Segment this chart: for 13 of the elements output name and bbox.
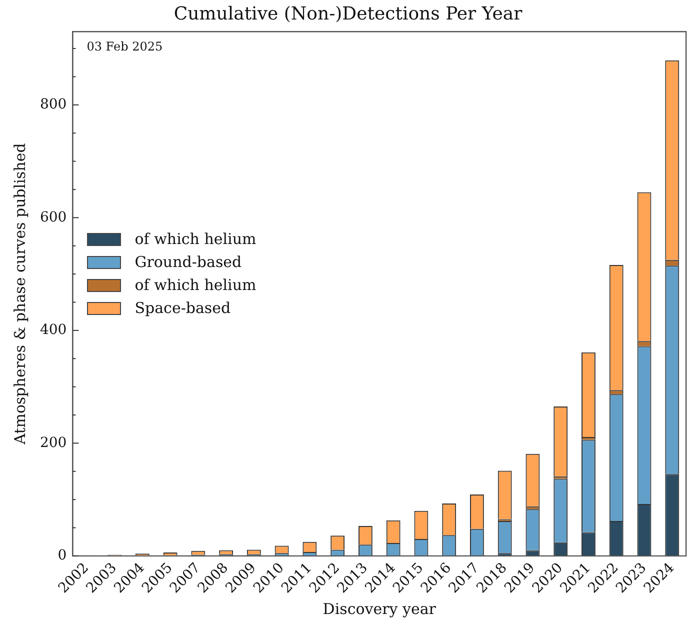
y-tick-label: 0 <box>58 548 67 564</box>
chart-title: Cumulative (Non-)Detections Per Year <box>174 3 523 24</box>
y-tick-label: 200 <box>40 434 67 451</box>
y-axis-title: Atmospheres & phase curves published <box>10 142 29 446</box>
y-tick-label: 600 <box>40 209 67 226</box>
y-tick-label: 400 <box>40 322 67 338</box>
legend-label: of which helium <box>134 230 256 248</box>
y-tick-label: 800 <box>40 96 67 113</box>
legend-label: of which helium <box>134 276 256 294</box>
x-axis-title: Discovery year <box>322 600 437 618</box>
legend-label: Ground-based <box>134 253 242 272</box>
legend-label: Space-based <box>134 299 231 318</box>
annotation: 03 Feb 2025 <box>86 40 163 54</box>
